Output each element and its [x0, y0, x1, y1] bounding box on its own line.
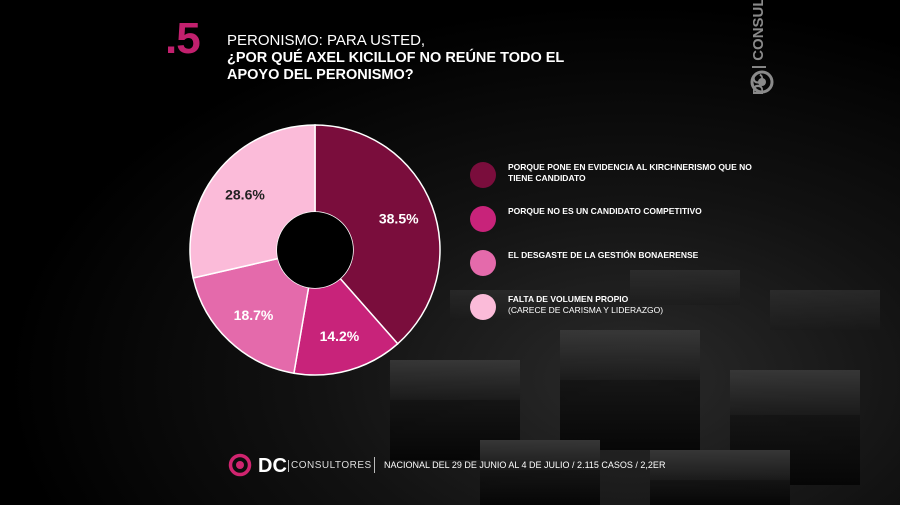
- footer-info: NACIONAL DEL 29 DE JUNIO AL 4 DE JULIO /…: [384, 460, 666, 470]
- legend-swatch: [470, 294, 496, 320]
- legend-label: EL DESGASTE DE LA GESTIÓN BONAERENSE: [508, 250, 699, 260]
- chart-legend: PORQUE PONE EN EVIDENCIA AL KIRCHNERISMO…: [470, 158, 770, 334]
- legend-item: PORQUE PONE EN EVIDENCIA AL KIRCHNERISMO…: [470, 158, 770, 202]
- background-cubes-image: [390, 270, 880, 505]
- legend-label: PORQUE PONE EN EVIDENCIA AL KIRCHNERISMO…: [508, 162, 752, 183]
- pie-slice-label: 28.6%: [225, 186, 265, 202]
- pretitle: PERONISMO: PARA USTED,: [227, 32, 426, 49]
- legend-item: FALTA DE VOLUMEN PROPIO (CARECE DE CARISM…: [470, 290, 770, 334]
- footer: DC CONSULTORES NACIONAL DEL 29 DE JUNIO …: [228, 453, 728, 479]
- dc-logo-icon: [750, 70, 774, 94]
- legend-label: PORQUE NO ES UN CANDIDATO COMPETITIVO: [508, 206, 702, 216]
- side-brand-text: DC | CONSULTORES: [750, 0, 767, 95]
- chart-title: ¿POR QUÉ AXEL KICILLOF NO REÚNE TODO EL …: [227, 50, 565, 83]
- legend-swatch: [470, 162, 496, 188]
- dc-logo-icon: [228, 453, 252, 477]
- pie-slice-label: 38.5%: [379, 210, 419, 226]
- slide-number: .5: [165, 14, 201, 63]
- footer-divider: [374, 457, 375, 473]
- legend-item: EL DESGASTE DE LA GESTIÓN BONAERENSE: [470, 246, 770, 290]
- footer-divider: [288, 460, 289, 472]
- legend-sublabel: (CARECE DE CARISMA Y LIDERAZGO): [508, 305, 664, 315]
- legend-swatch: [470, 250, 496, 276]
- footer-brand: DC: [258, 455, 287, 477]
- side-brand-logo: DC | CONSULTORES: [742, 0, 782, 110]
- legend-label: FALTA DE VOLUMEN PROPIO: [508, 294, 629, 304]
- legend-swatch: [470, 206, 496, 232]
- pie-slice-label: 18.7%: [234, 307, 274, 323]
- donut-hole: [277, 212, 353, 288]
- donut-chart: 38.5% 14.2% 18.7% 28.6%: [189, 124, 441, 376]
- legend-item: PORQUE NO ES UN CANDIDATO COMPETITIVO: [470, 202, 770, 246]
- footer-brand-sub: CONSULTORES: [291, 460, 372, 471]
- pie-slice-label: 14.2%: [320, 328, 360, 344]
